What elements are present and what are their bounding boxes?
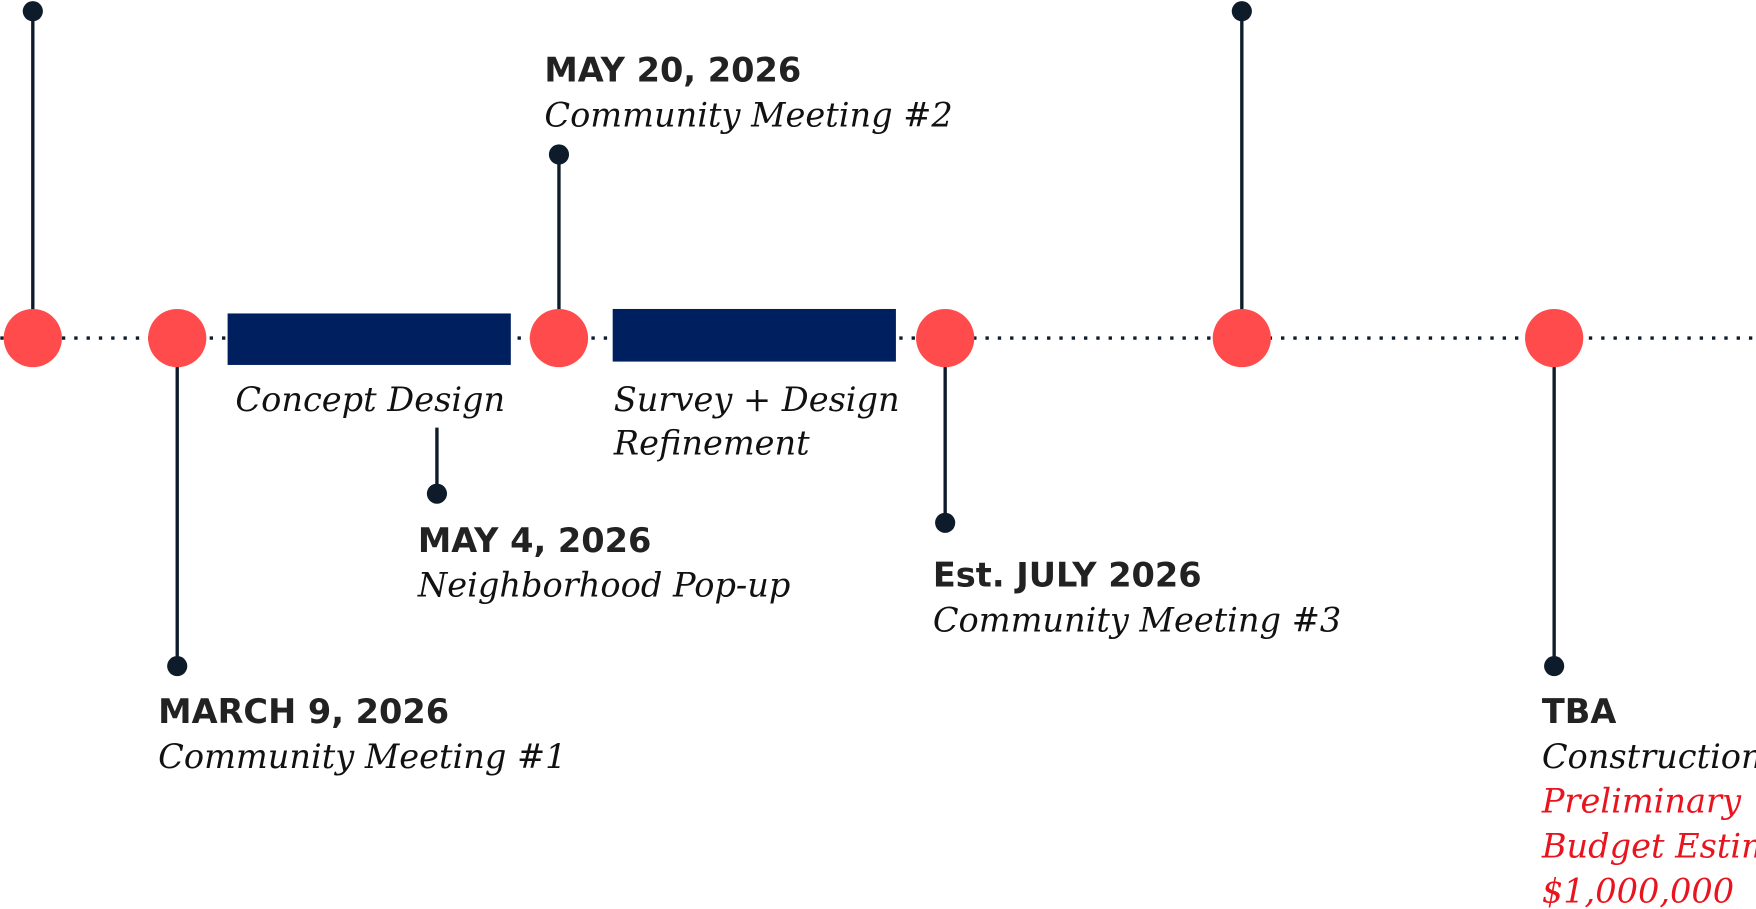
phase-bar (612, 308, 896, 362)
phase-label: Concept Design (235, 380, 505, 419)
stem-dot (1544, 656, 1565, 677)
event-note: Preliminary (1541, 782, 1742, 821)
milestones (3, 308, 1584, 368)
stem-dot (167, 656, 188, 677)
phase-label: Refinement (613, 423, 810, 462)
event-label: Community Meeting #1 (158, 737, 566, 776)
event-date: TBA (1542, 692, 1617, 731)
stem-dot (935, 512, 956, 533)
event-label: Neighborhood Pop-up (417, 566, 791, 605)
stem-dot (548, 144, 570, 165)
milestone (3, 308, 62, 368)
milestone (916, 308, 975, 368)
milestone (529, 308, 589, 368)
event-date: MARCH 9, 2026 (158, 692, 449, 731)
stems (31, 11, 1556, 667)
stem-dot (22, 1, 43, 22)
event-label: Construction (1542, 737, 1756, 776)
stem-dots (22, 1, 1565, 677)
event-label: Community Meeting #3 (933, 600, 1341, 639)
event-note: Budget Estimate (1541, 827, 1756, 866)
phase-label: Survey + Design (614, 380, 900, 419)
event-note: $1,000,000 (1542, 871, 1734, 909)
milestone (148, 308, 207, 368)
stem-dot (1231, 1, 1252, 22)
event-date: MAY 4, 2026 (418, 521, 651, 560)
event-label: Community Meeting #2 (544, 95, 952, 134)
milestone (1525, 308, 1584, 368)
event-date: MAY 20, 2026 (544, 51, 801, 90)
milestone (1212, 308, 1271, 368)
phase-bar (227, 313, 511, 365)
event-date: Est. JULY 2026 (933, 556, 1202, 595)
stem-dot (426, 483, 448, 504)
